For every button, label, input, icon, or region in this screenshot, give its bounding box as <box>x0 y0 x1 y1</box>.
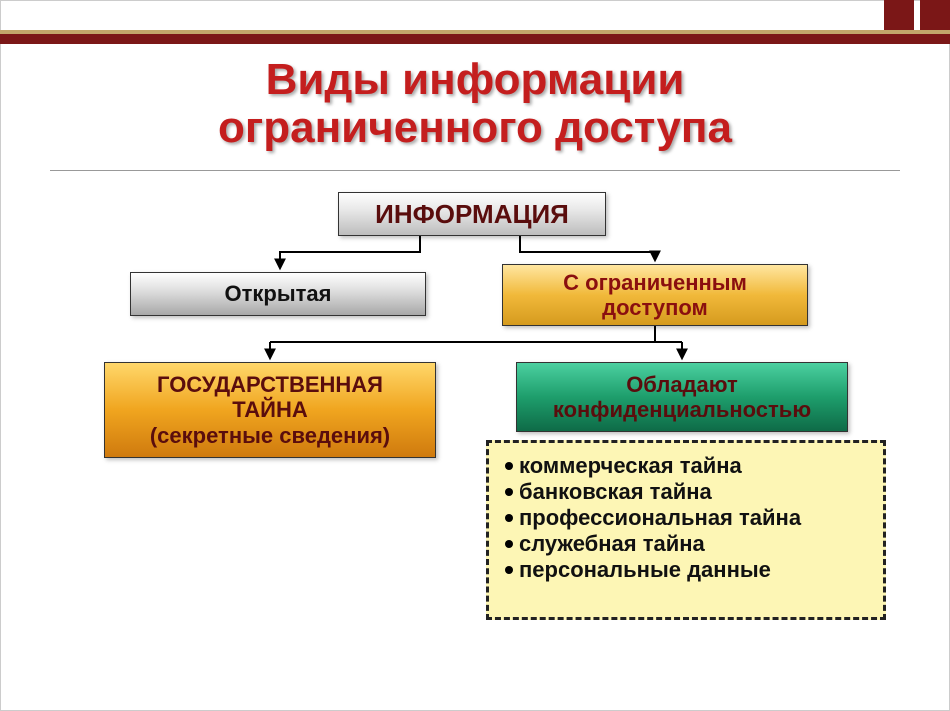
accent-square <box>884 0 914 30</box>
title-line-2: ограниченного доступа <box>0 104 950 152</box>
bullet-icon <box>505 514 513 522</box>
title-underline <box>50 170 900 171</box>
slide-title: Виды информации ограниченного доступа <box>0 56 950 153</box>
bullet-icon <box>505 566 513 574</box>
node-confidential: Обладают конфиденциальностью <box>516 362 848 432</box>
list-item-label: служебная тайна <box>519 531 705 557</box>
list-item-label: персональные данные <box>519 557 771 583</box>
title-line-1: Виды информации <box>0 56 950 104</box>
node-label-line: Обладают <box>553 372 811 397</box>
node-label-line: конфиденциальностью <box>553 397 811 422</box>
confidential-list: коммерческая тайнабанковская тайнапрофес… <box>486 440 886 620</box>
node-label-line: ГОСУДАРСТВЕННАЯ <box>150 372 390 397</box>
node-label-line: (секретные сведения) <box>150 423 390 448</box>
node-label-line: С ограниченным <box>563 270 747 295</box>
node-label: ИНФОРМАЦИЯ <box>375 199 569 230</box>
accent-square <box>920 0 950 30</box>
bullet-icon <box>505 488 513 496</box>
bullet-icon <box>505 540 513 548</box>
list-item-label: профессиональная тайна <box>519 505 801 531</box>
node-label-line: ТАЙНА <box>150 397 390 422</box>
stripe-maroon <box>0 34 950 44</box>
node-information: ИНФОРМАЦИЯ <box>338 192 606 236</box>
node-restricted-access: С ограниченным доступом <box>502 264 808 326</box>
list-item: коммерческая тайна <box>505 453 867 479</box>
node-state-secret: ГОСУДАРСТВЕННАЯ ТАЙНА (секретные сведени… <box>104 362 436 458</box>
node-open-info: Открытая <box>130 272 426 316</box>
list-item: служебная тайна <box>505 531 867 557</box>
list-item: персональные данные <box>505 557 867 583</box>
top-accent-squares <box>878 0 950 30</box>
list-item-label: коммерческая тайна <box>519 453 742 479</box>
node-label: Открытая <box>225 281 332 307</box>
bullet-icon <box>505 462 513 470</box>
top-stripe <box>0 30 950 44</box>
list-item-label: банковская тайна <box>519 479 712 505</box>
list-item: профессиональная тайна <box>505 505 867 531</box>
node-label-line: доступом <box>563 295 747 320</box>
list-item: банковская тайна <box>505 479 867 505</box>
